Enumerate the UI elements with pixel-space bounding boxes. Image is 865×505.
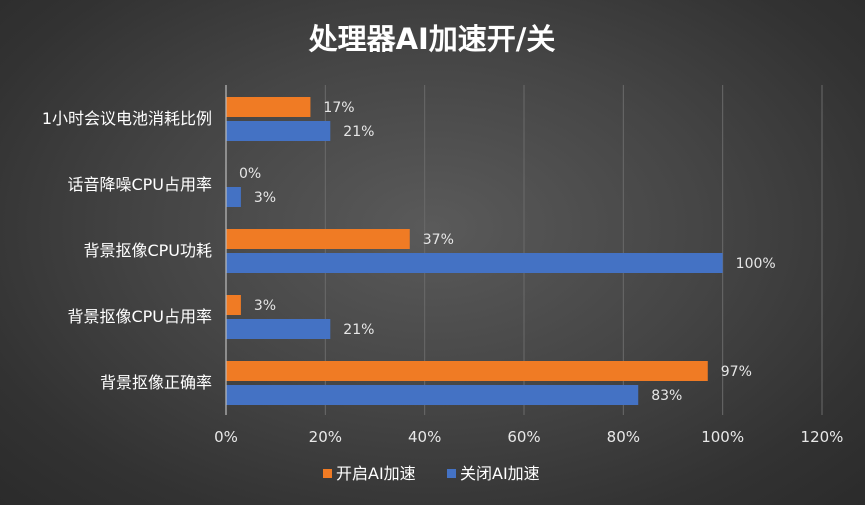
x-axis-ticks: 0% 20% 40% 60% 80% 100% 120% bbox=[214, 428, 843, 446]
data-label: 97% bbox=[721, 364, 752, 380]
category-label: 背景抠像正确率 bbox=[100, 373, 212, 392]
bar-ai-off bbox=[226, 253, 723, 273]
bar-ai-off bbox=[226, 187, 241, 207]
legend-swatch bbox=[323, 469, 332, 478]
data-label: 21% bbox=[343, 322, 374, 338]
data-label: 83% bbox=[651, 388, 682, 404]
bar-ai-on bbox=[226, 361, 708, 381]
category-label: 背景抠像CPU占用率 bbox=[67, 307, 212, 326]
legend-swatch bbox=[447, 469, 456, 478]
category-labels: 1小时会议电池消耗比例话音降噪CPU占用率背景抠像CPU功耗背景抠像CPU占用率… bbox=[42, 109, 212, 392]
data-label: 3% bbox=[254, 190, 276, 206]
bar-ai-on bbox=[226, 295, 241, 315]
chart-title: 处理器AI加速开/关 bbox=[308, 22, 556, 56]
category-label: 话音降噪CPU占用率 bbox=[67, 175, 212, 194]
x-tick-label: 120% bbox=[801, 428, 844, 446]
bars bbox=[226, 97, 723, 405]
bar-ai-on bbox=[226, 97, 311, 117]
data-label: 0% bbox=[239, 166, 261, 182]
category-label: 背景抠像CPU功耗 bbox=[83, 241, 212, 260]
data-label: 17% bbox=[323, 100, 354, 116]
legend-label: 关闭AI加速 bbox=[460, 464, 540, 483]
data-labels: 17% 21% 0% 3% 37% 100% 3% 21% 97% 83% bbox=[239, 100, 776, 404]
bar-ai-off bbox=[226, 385, 639, 405]
legend-label: 开启AI加速 bbox=[336, 464, 416, 483]
gridlines bbox=[324, 85, 823, 415]
bar-ai-off bbox=[226, 319, 331, 339]
data-label: 37% bbox=[423, 232, 454, 248]
data-label: 3% bbox=[254, 298, 276, 314]
data-label: 100% bbox=[736, 256, 776, 272]
category-label: 1小时会议电池消耗比例 bbox=[42, 109, 212, 128]
x-tick-label: 40% bbox=[408, 428, 441, 446]
x-tick-label: 60% bbox=[507, 428, 540, 446]
x-tick-label: 100% bbox=[701, 428, 744, 446]
x-tick-label: 0% bbox=[214, 428, 238, 446]
legend: 开启AI加速 关闭AI加速 bbox=[323, 464, 540, 483]
bar-ai-on bbox=[226, 229, 410, 249]
bar-ai-off bbox=[226, 121, 331, 141]
data-label: 21% bbox=[343, 124, 374, 140]
x-tick-label: 80% bbox=[607, 428, 640, 446]
x-tick-label: 20% bbox=[309, 428, 342, 446]
